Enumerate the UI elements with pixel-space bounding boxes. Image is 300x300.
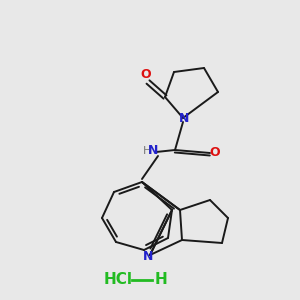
Text: HCl: HCl [103, 272, 133, 287]
Text: N: N [143, 250, 153, 263]
Text: O: O [141, 68, 151, 82]
Text: O: O [210, 146, 220, 160]
Text: N: N [148, 145, 158, 158]
Text: H: H [142, 146, 151, 156]
Text: N: N [179, 112, 189, 125]
Text: H: H [154, 272, 167, 287]
